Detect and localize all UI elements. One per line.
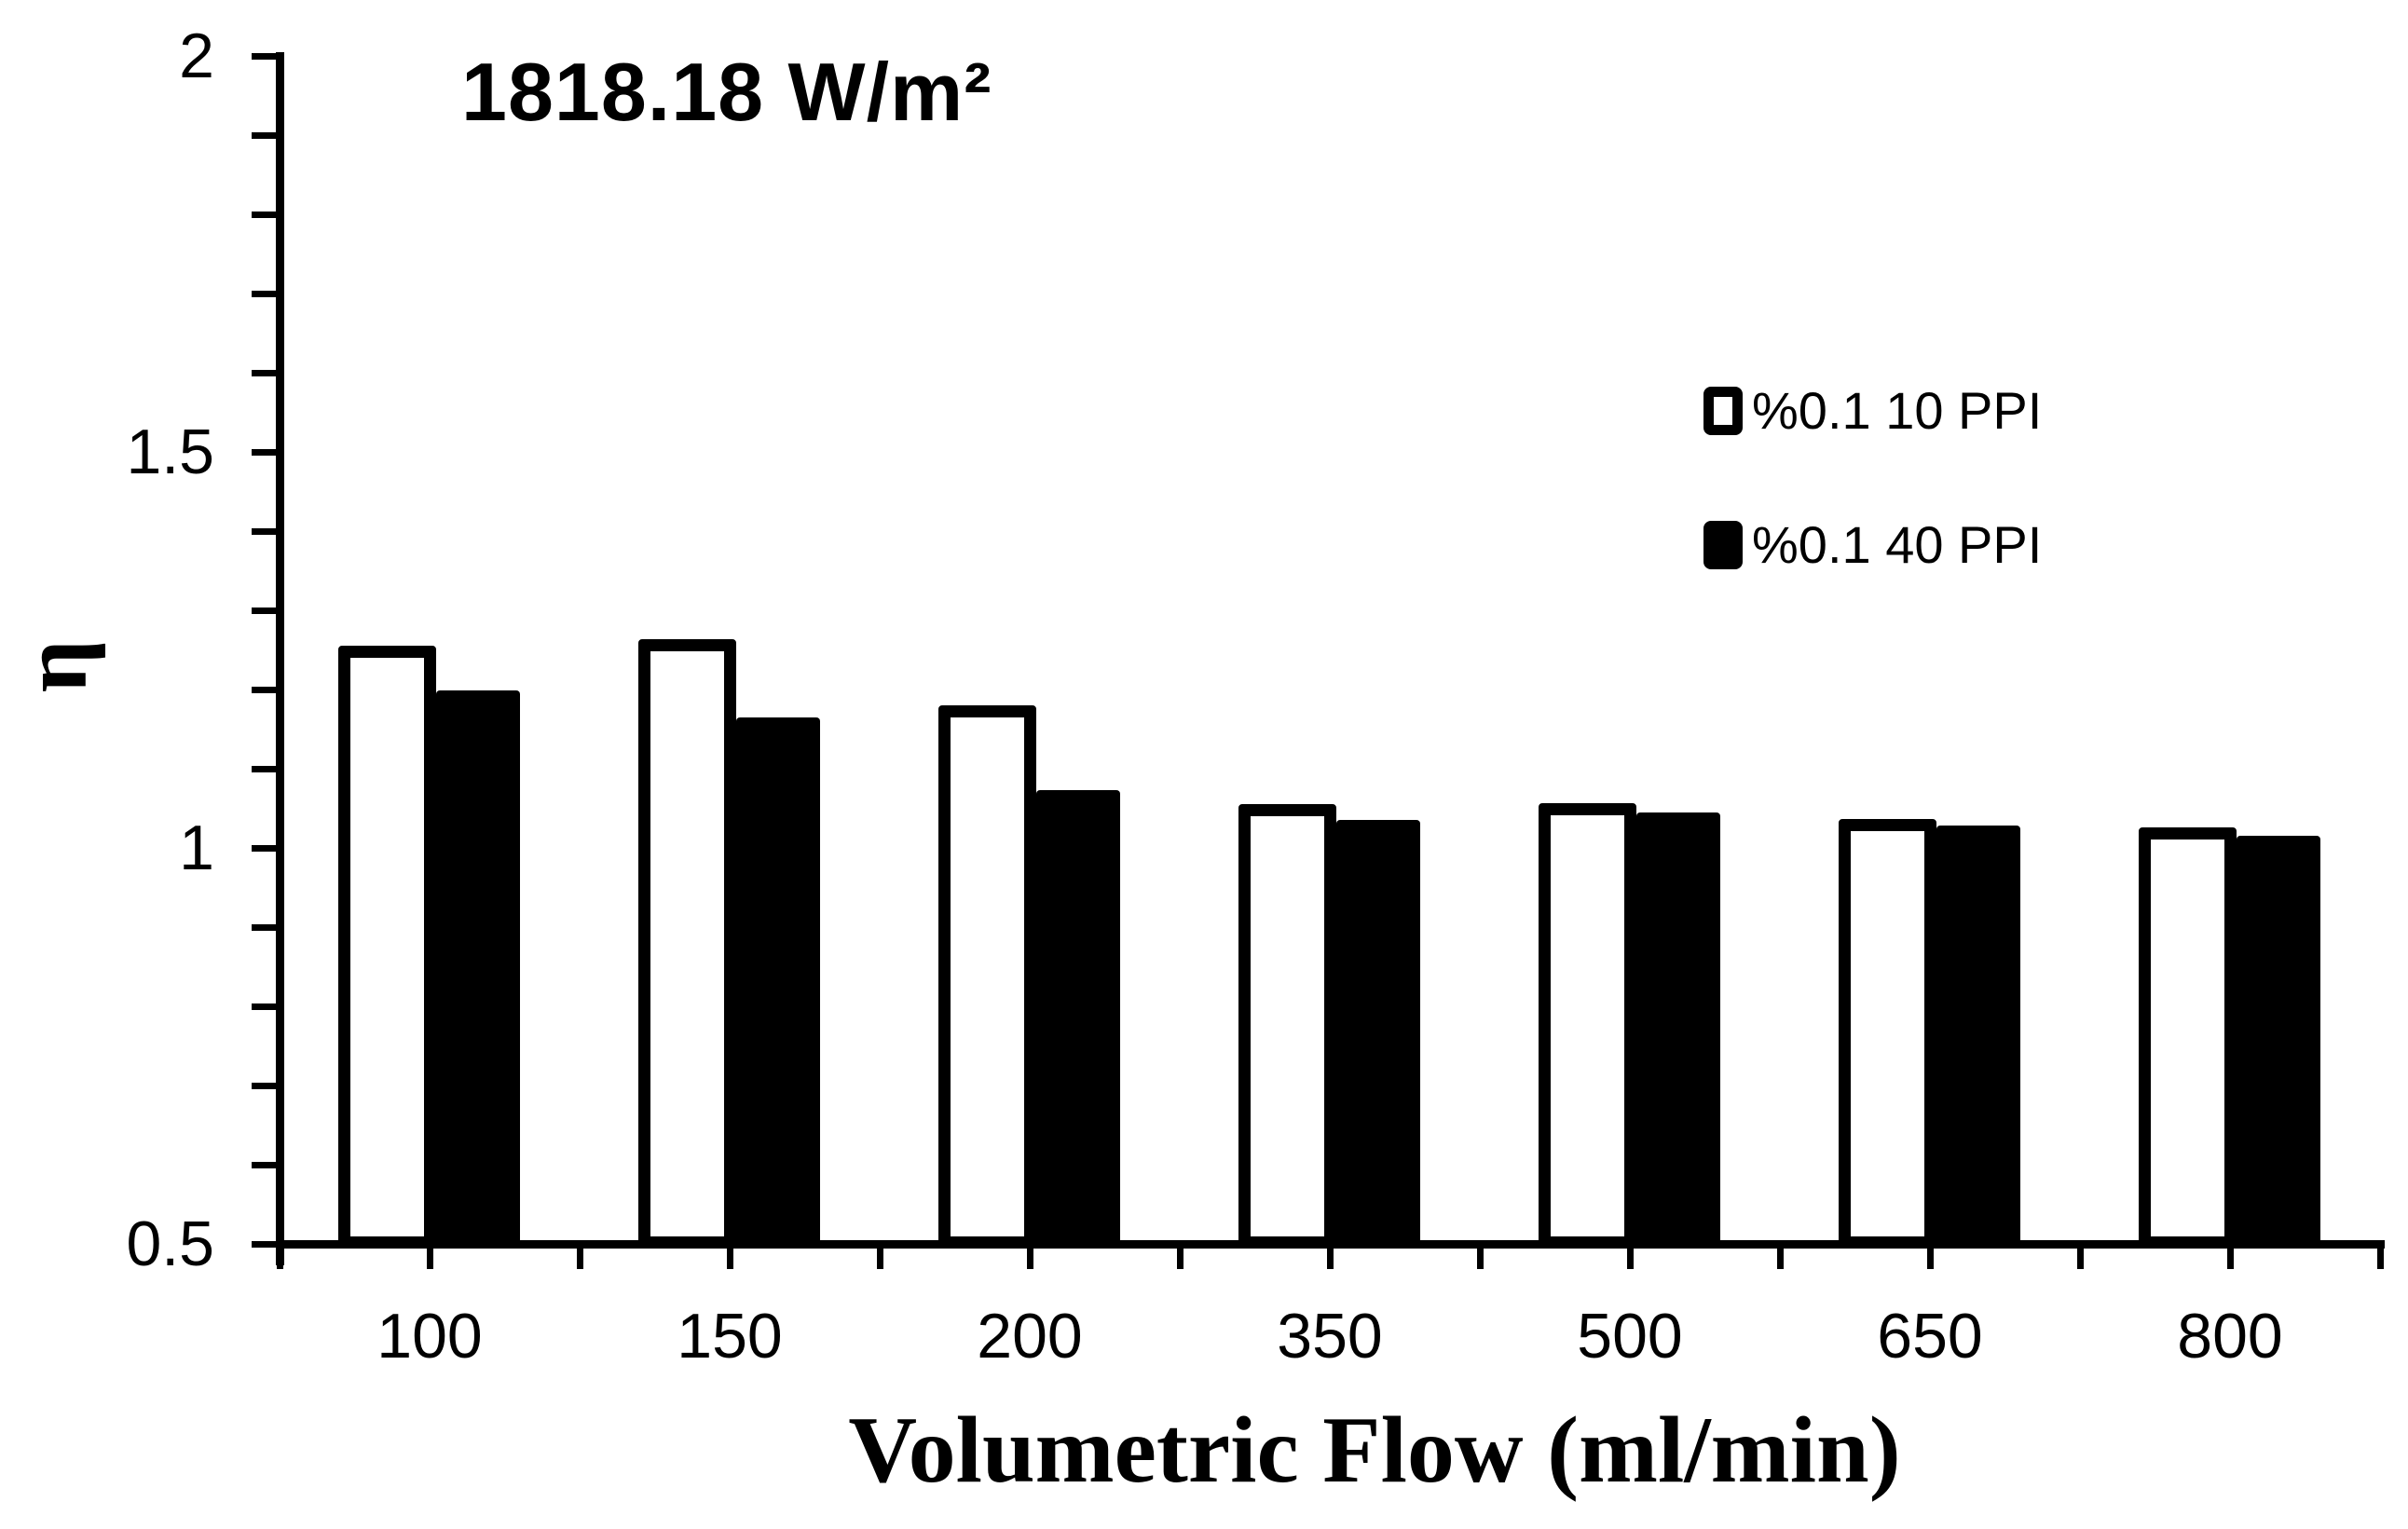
y-axis-tick [252, 923, 280, 931]
x-tick-label: 100 [376, 1301, 483, 1372]
y-axis-tick [252, 607, 280, 614]
bar-%0.1-40-PPI-200 [1036, 789, 1120, 1249]
y-axis-tick [252, 686, 280, 693]
y-axis-tick [252, 527, 280, 535]
x-axis-tick [1926, 1249, 1934, 1269]
y-axis-tick [252, 765, 280, 772]
y-tick-label: 0.5 [126, 1208, 214, 1279]
y-tick-label: 1 [179, 812, 214, 883]
y-axis-tick [252, 1003, 280, 1010]
x-axis-tick [1326, 1249, 1334, 1269]
y-axis-tick [252, 211, 280, 218]
bar-%0.1-10-PPI-650 [1839, 818, 1936, 1249]
y-axis-tick [252, 1240, 280, 1248]
y-axis-tick [252, 448, 280, 456]
y-axis-tick [252, 131, 280, 139]
legend-entry-open: %0.1 10 PPI [1703, 380, 2042, 441]
x-axis-tick [876, 1249, 883, 1269]
y-axis-tick [252, 1161, 280, 1168]
legend-label: %0.1 10 PPI [1752, 381, 2043, 440]
x-tick-label: 150 [677, 1301, 783, 1372]
x-tick-label: 500 [1577, 1301, 1683, 1372]
bar-%0.1-40-PPI-800 [2237, 836, 2320, 1249]
legend-entry-filled: %0.1 40 PPI [1703, 514, 2042, 575]
legend-label: %0.1 40 PPI [1752, 515, 2043, 574]
bar-%0.1-10-PPI-500 [1539, 803, 1636, 1249]
x-axis-title: Volumetric Flow (ml/min) [848, 1398, 1901, 1503]
x-axis-tick [276, 1249, 283, 1269]
bar-%0.1-10-PPI-200 [938, 705, 1036, 1249]
x-tick-label: 650 [1877, 1301, 1983, 1372]
bar-%0.1-40-PPI-350 [1336, 820, 1420, 1249]
x-tick-label: 350 [1277, 1301, 1383, 1372]
y-axis-tick [252, 844, 280, 852]
x-tick-label: 800 [2177, 1301, 2283, 1372]
bar-%0.1-10-PPI-100 [338, 646, 436, 1249]
y-axis-tick [252, 1082, 280, 1089]
bar-%0.1-40-PPI-650 [1936, 826, 2020, 1249]
y-axis-tick [252, 290, 280, 297]
y-axis-tick [252, 369, 280, 376]
bar-%0.1-40-PPI-500 [1636, 812, 1720, 1249]
x-axis-tick [2376, 1249, 2384, 1269]
open-square-icon [1703, 386, 1743, 435]
x-axis-tick [726, 1249, 733, 1269]
bar-%0.1-10-PPI-150 [638, 638, 736, 1249]
x-axis-tick [1176, 1249, 1183, 1269]
filled-square-icon [1703, 520, 1743, 569]
bar-%0.1-10-PPI-350 [1238, 804, 1336, 1249]
chart-annotation: 1818.18 W/m² [461, 46, 992, 138]
x-tick-label: 200 [977, 1301, 1083, 1372]
x-axis-tick [1476, 1249, 1484, 1269]
x-axis-tick [1026, 1249, 1033, 1269]
y-axis-tick [252, 52, 280, 60]
x-axis-tick [2226, 1249, 2234, 1269]
bar-%0.1-40-PPI-150 [736, 717, 820, 1249]
bar-%0.1-40-PPI-100 [436, 689, 520, 1249]
y-axis-line [276, 52, 284, 1265]
x-axis-tick [576, 1249, 583, 1269]
x-axis-tick [1776, 1249, 1784, 1269]
y-tick-label: 2 [179, 20, 214, 91]
bar-%0.1-10-PPI-800 [2139, 826, 2237, 1249]
y-axis-title: η [2, 639, 106, 693]
x-axis-tick [1626, 1249, 1634, 1269]
y-tick-label: 1.5 [126, 416, 214, 487]
x-axis-tick [426, 1249, 433, 1269]
x-axis-tick [2076, 1249, 2084, 1269]
